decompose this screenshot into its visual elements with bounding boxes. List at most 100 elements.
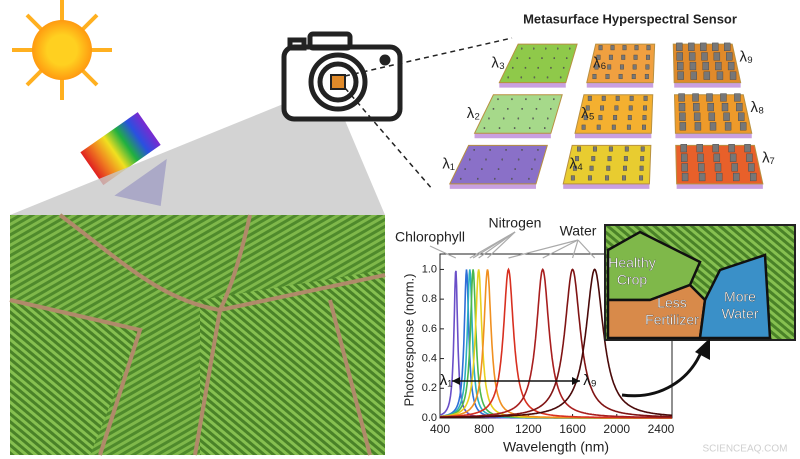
y-tick-label: 0.2 [422,382,437,394]
nanopillar [628,105,633,111]
annotation-arrow [542,239,579,259]
tile [586,43,656,84]
nanopillar [703,71,711,80]
nanopillar [489,149,491,151]
nanopillar [646,45,651,51]
nanopillar [589,165,594,171]
nanopillar [512,66,514,69]
tile-label: λ₆ [593,54,607,71]
y-tick-label: 0.0 [422,412,437,424]
nanopillar [681,163,688,172]
nanopillar [547,117,549,120]
nanopillar [697,153,704,162]
nanopillar [643,95,648,101]
map-label: Fertilizer [645,312,699,328]
range-label: λ₁ [440,372,453,389]
tile-edge [474,133,551,139]
nanopillar [521,47,523,50]
nanopillar [729,153,737,162]
curved-arrow [621,349,704,398]
nanopillar [537,149,539,151]
nanopillar [511,98,513,101]
arrow-head [695,338,710,360]
nanopillar [723,112,730,121]
tile-label: λ₄ [569,156,583,173]
nanopillar [592,74,597,80]
y-axis-label: Photoresponse (norm.) [401,274,416,407]
map-label: More [724,289,756,305]
nanopillar [690,71,697,80]
nanopillar [513,127,516,129]
nanopillar [546,76,549,79]
nanopillar [521,149,523,151]
nanopillar [716,71,724,80]
nanopillar [468,158,471,161]
nanopillar [706,93,713,102]
nanopillar [524,66,527,69]
nanopillar [485,158,487,161]
nanopillar [681,172,689,182]
nanopillar [622,45,627,51]
nanopillar [565,57,568,60]
nanopillar [583,115,588,121]
nanopillar [535,107,538,110]
nanopillar [632,64,637,70]
nanopillar [714,163,722,172]
nanopillar [568,47,571,50]
sun [12,0,112,100]
nanopillar [645,54,650,60]
nanopillar [688,52,696,61]
nanopillar [733,172,740,182]
nanopillar [481,168,483,170]
nanopillar [605,175,609,181]
nanopillar [631,74,636,80]
camera [281,31,403,122]
nanopillar [640,146,645,152]
nanopillar [680,144,688,153]
nanopillar [598,115,603,121]
nanopillar [728,144,735,153]
nanopillar [497,168,500,170]
tile-label: λ₃ [491,54,505,71]
projection-lines [344,37,513,191]
nanopillar [633,54,638,60]
map-label: Less [657,295,687,311]
annotation-arrow [508,239,579,259]
tile-edge [499,82,566,88]
nanopillar [623,156,628,162]
tile-label: λ₇ [762,150,775,167]
nanopillar [473,149,475,151]
nanopillar [698,172,706,182]
nanopillar [639,165,644,171]
nanopillar [601,95,606,101]
nanopillar [539,98,541,101]
tile-edge [449,183,536,189]
annotation: Chlorophyll [395,229,465,245]
map-label: Healthy [608,255,655,271]
nanopillar [544,127,546,129]
nanopillar [596,124,601,130]
tile-grid: λ₃ λ₆ λ₉ λ₂ λ₅ λ₈ λ₁ λ₄ λ₇ [442,42,775,189]
tile-edge [675,133,752,139]
range-arrow-head [452,377,460,385]
nanopillar [608,54,613,60]
nanopillar [581,124,586,130]
nanopillar [615,95,620,101]
nanopillar [516,57,518,60]
nanopillar [618,74,623,80]
nanopillar [528,57,531,60]
x-tick-label: 2000 [603,422,630,436]
nanopillar [610,45,615,51]
nanopillar [693,112,701,121]
nanopillar [746,153,753,162]
nanopillar [572,165,577,171]
y-tick-label: 0.8 [422,293,437,305]
nanopillar [715,172,723,182]
annotation-arrow [571,239,579,259]
nanopillar [720,93,727,102]
annotation-arrow [429,245,457,259]
nanopillar [681,153,688,162]
nanopillar [701,52,708,61]
nanopillar [744,144,751,153]
